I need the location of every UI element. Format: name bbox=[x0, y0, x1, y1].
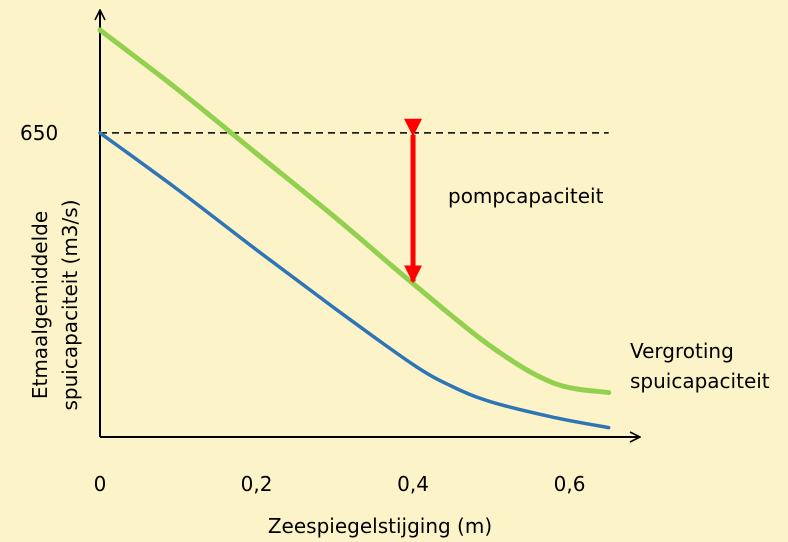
x-tick-label-0: 0 bbox=[94, 472, 107, 496]
y-axis-title-line-2: spuicapaciteit (m3/s) bbox=[58, 200, 82, 411]
series-line-green bbox=[97, 27, 612, 396]
series-line-blue bbox=[98, 131, 611, 430]
x-tick-label-1: 0,2 bbox=[241, 472, 273, 496]
spuicapaciteit-label: spuicapaciteit bbox=[630, 369, 770, 393]
pompcapaciteit-label: pompcapaciteit bbox=[448, 184, 604, 208]
x-tick-label-2: 0,4 bbox=[397, 472, 429, 496]
x-tick-label-3: 0,6 bbox=[554, 472, 586, 496]
y-axis-title: Etmaalgemiddelde spuicapaciteit (m3/s) bbox=[28, 200, 82, 411]
y-tick-label-0: 650 bbox=[20, 121, 58, 145]
y-axis-title-line-1: Etmaalgemiddelde bbox=[28, 211, 52, 399]
vergroting-label: Vergroting bbox=[630, 339, 734, 363]
x-axis-title: Zeespiegelstijging (m) bbox=[268, 514, 492, 538]
